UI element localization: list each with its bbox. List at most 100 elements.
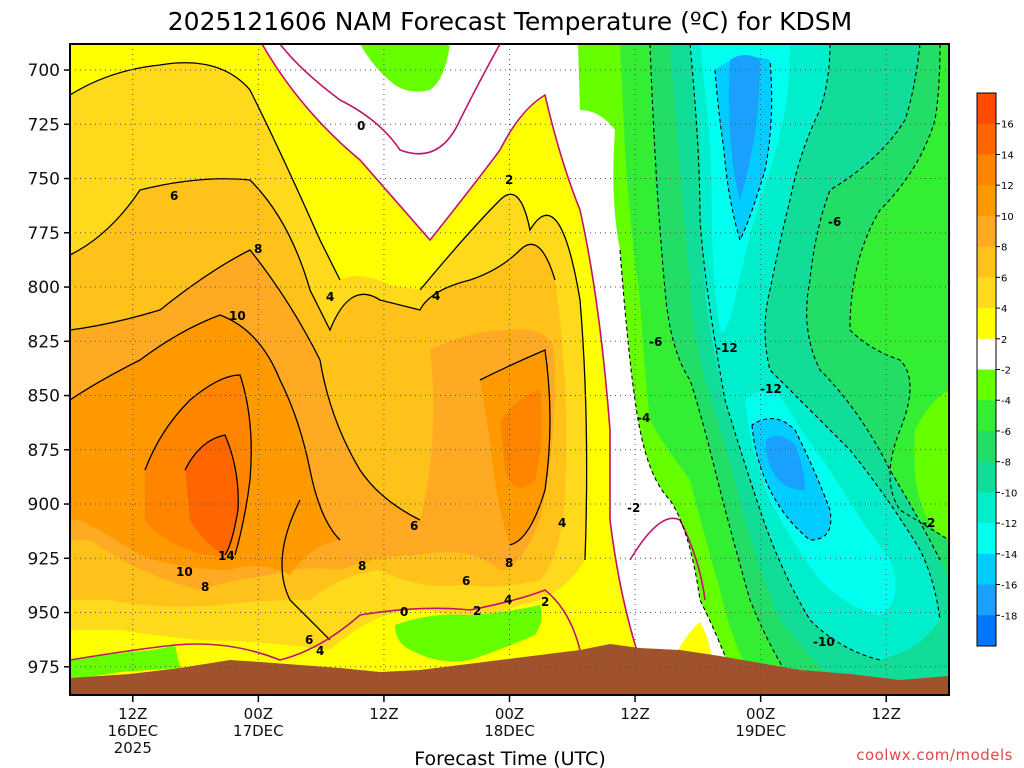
colorbar-label: 12 (1001, 181, 1014, 192)
chart-title: 2025121606 NAM Forecast Temperature (ºC)… (168, 7, 852, 36)
colorbar-label: -8 (1001, 458, 1011, 469)
band-12 (145, 375, 542, 557)
y-tick-label: 725 (28, 115, 60, 135)
x-tick-label: 16DEC (107, 722, 158, 740)
y-tick-label: 875 (28, 441, 60, 461)
colorbar-label: -2 (1001, 366, 1011, 377)
contour-label: 8 (254, 242, 262, 256)
temperature-field: 0 2 4 4 6 6 6 6 8 8 8 8 10 10 14 0 2 4 2… (70, 44, 949, 695)
y-tick-label: 900 (28, 495, 60, 515)
colorbar-swatch (977, 553, 996, 586)
colorbar-swatch (977, 369, 996, 401)
y-tick-label: 975 (28, 658, 60, 678)
y-tick-label: 925 (28, 549, 60, 569)
y-tick-label: 850 (28, 387, 60, 407)
colorbar-label: 8 (1001, 243, 1007, 254)
x-tick-label: 00Z (495, 705, 524, 723)
gridlines (70, 44, 949, 695)
x-axis-label: Forecast Time (UTC) (414, 748, 605, 768)
contour-label: 4 (558, 516, 566, 530)
contour-label: 6 (410, 519, 418, 533)
colorbar-swatch (977, 154, 996, 186)
patch-green-low (395, 605, 542, 662)
colorbar-label: 6 (1001, 273, 1007, 284)
y-tick-label: 700 (28, 61, 60, 81)
band-14 (185, 435, 239, 555)
colorbar-swatch (977, 246, 996, 278)
colorbar-swatch (977, 215, 996, 248)
colorbar-swatch (977, 338, 996, 370)
contour-label: 2 (541, 595, 549, 609)
patch-green-top (360, 44, 450, 92)
colorbar-label: -4 (1001, 396, 1011, 407)
colorbar-label: -18 (1001, 611, 1017, 622)
colorbar-swatch (977, 584, 996, 616)
contour-label: -6 (828, 215, 841, 229)
contour-label: -12 (760, 382, 782, 396)
y-tick-label: 775 (28, 224, 60, 244)
contour-label: -2 (922, 516, 935, 530)
contour-label: -12 (716, 341, 738, 355)
x-tick-label: 12Z (369, 705, 398, 723)
colorbar-swatch (977, 93, 996, 125)
colorbar-swatch (977, 400, 996, 432)
colorbar-swatch (977, 185, 996, 217)
contour-label: 0 (357, 119, 365, 133)
contour-label: 6 (170, 189, 178, 203)
warm-contours (70, 62, 588, 641)
contour-label: 4 (504, 593, 512, 607)
contour-label: 0 (400, 605, 408, 619)
contour-label: 6 (305, 633, 313, 647)
x-tick-label: 00Z (746, 705, 775, 723)
x-tick-label: 19DEC (735, 722, 786, 740)
colorbar-label: 16 (1001, 120, 1014, 131)
contour-label: -2 (627, 501, 640, 515)
patch-green-left (70, 645, 180, 680)
y-tick-label: 800 (28, 278, 60, 298)
contour-label: -6 (649, 335, 662, 349)
contour-label: 6 (462, 574, 470, 588)
colorbar-label: -12 (1001, 519, 1017, 530)
colorbar-label: -14 (1001, 550, 1017, 561)
colorbar-swatch (977, 277, 996, 309)
contour-label: 8 (505, 556, 513, 570)
colorbar-swatch (977, 308, 996, 340)
x-tick-label: 00Z (244, 705, 273, 723)
colorbar-swatch (977, 523, 996, 555)
x-tick-label: 17DEC (233, 722, 284, 740)
contour-label: -10 (813, 635, 835, 649)
colorbar-label: -6 (1001, 427, 1011, 438)
x-tick-label: 18DEC (484, 722, 535, 740)
colorbar-swatch (977, 123, 996, 155)
y-tick-label: 825 (28, 332, 60, 352)
contour-label: 8 (358, 559, 366, 573)
band-m16 (729, 55, 805, 490)
colorbar-swatch (977, 492, 996, 524)
colorbar-swatch (977, 430, 996, 463)
colorbar-label: 4 (1001, 304, 1007, 315)
cold-contours (619, 44, 949, 695)
contour-label: -4 (637, 411, 650, 425)
y-tick-label: 950 (28, 604, 60, 624)
x-tick-label: 12Z (872, 705, 901, 723)
colorbar: 16 14 12 10 8 6 4 2 -2 -4 -6 -8 -10 -12 -14 -16 -18 (976, 92, 1017, 647)
colorbar-label: 14 (1001, 150, 1014, 161)
contour-label: 4 (432, 289, 440, 303)
contour-label: 10 (229, 309, 246, 323)
x-tick-label: 2025 (114, 739, 152, 757)
contour-label: 4 (316, 644, 324, 658)
contour-label: 8 (201, 580, 209, 594)
contour-labels: 0 2 4 4 6 6 6 6 8 8 8 8 10 10 14 0 2 4 2… (170, 119, 935, 658)
x-tick-label: 12Z (620, 705, 649, 723)
contour-label: 2 (505, 173, 513, 187)
contour-label: 2 (473, 604, 481, 618)
colorbar-swatch (977, 615, 996, 647)
colorbar-label: -10 (1001, 488, 1017, 499)
contour-label: 10 (176, 565, 193, 579)
watermark[interactable]: coolwx.com/models (856, 746, 1013, 764)
y-axis: 700 725 750 775 800 825 850 875 900 925 950 975 (28, 61, 70, 678)
colorbar-label: -16 (1001, 581, 1017, 592)
contour-label: 4 (326, 290, 334, 304)
